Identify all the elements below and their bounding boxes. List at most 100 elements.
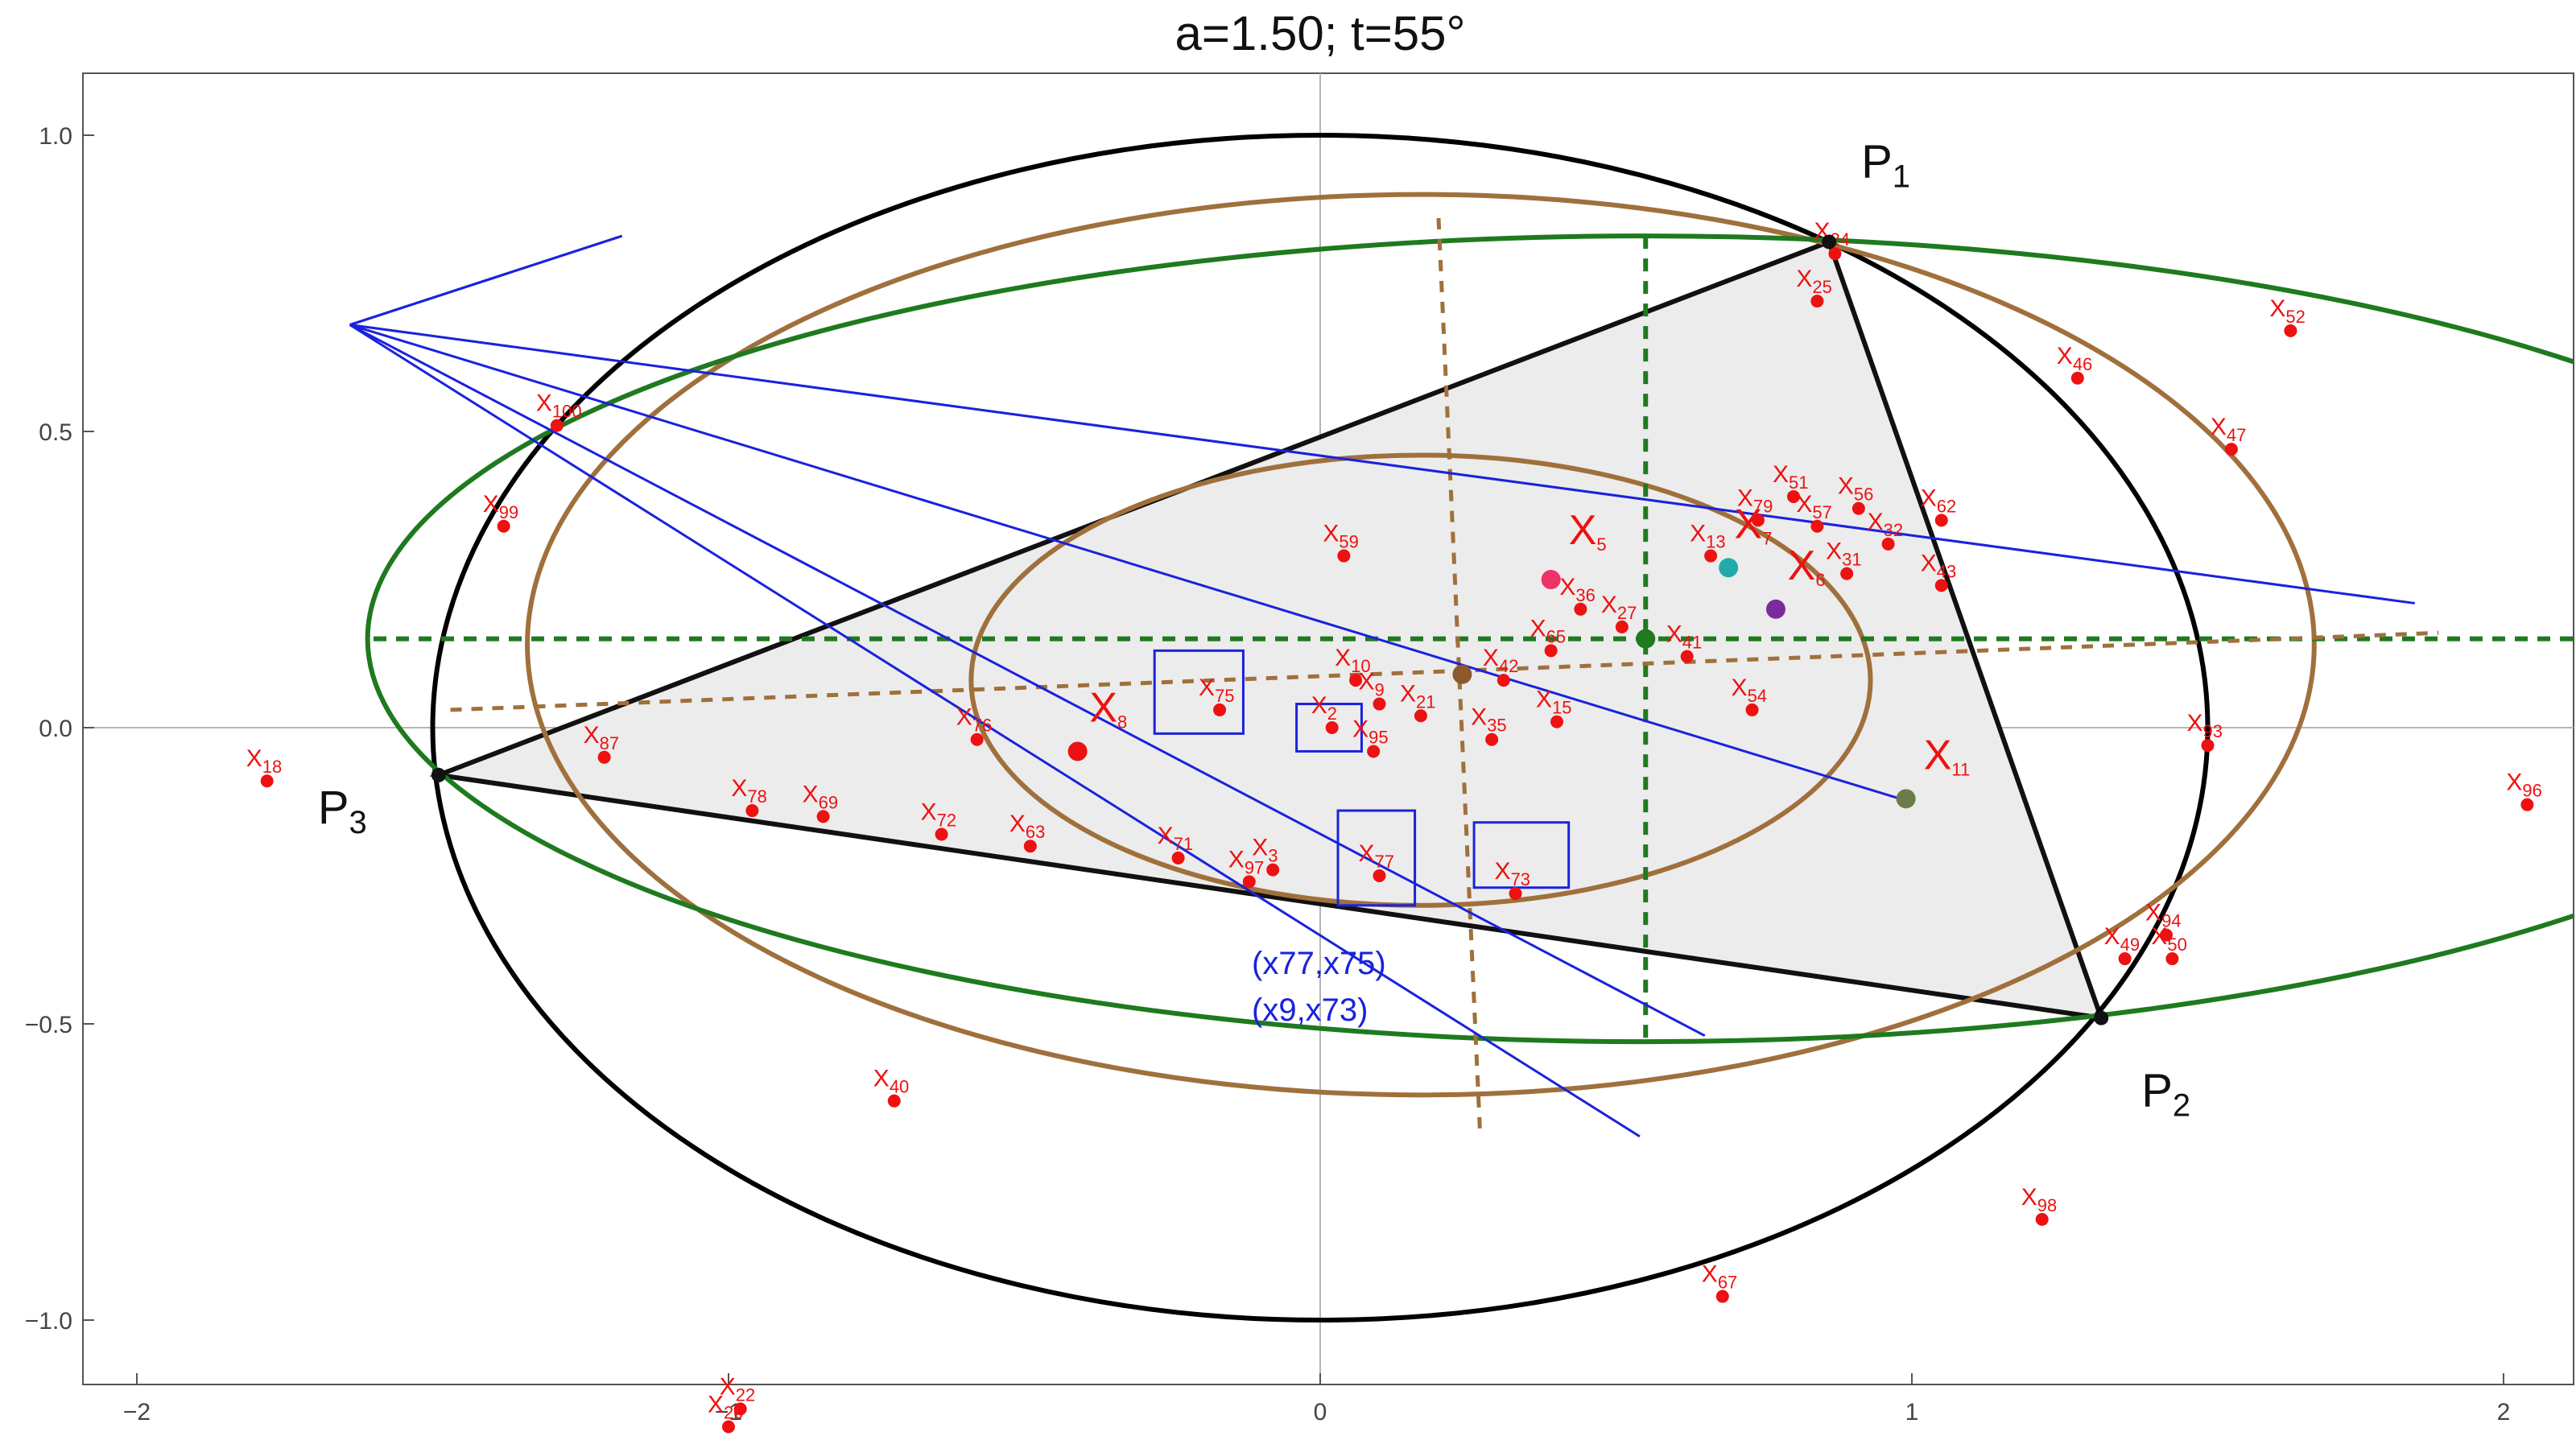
label-x31: X31 [1826, 538, 1862, 570]
label-x57: X57 [1796, 491, 1832, 522]
x-tick-label: 0 [1314, 1399, 1327, 1426]
point-x67 [1715, 1290, 1729, 1303]
label-x54: X54 [1732, 675, 1768, 706]
label-x43: X43 [1921, 550, 1957, 581]
vertex-labels: P1 P2 P3 [318, 135, 2190, 1123]
label-x69: X69 [803, 781, 839, 812]
point-x9 [1373, 697, 1386, 711]
label-x35: X35 [1471, 704, 1507, 736]
label-x3: X3 [1252, 835, 1278, 866]
y-tick-label: 0.5 [39, 419, 72, 446]
label-x18: X18 [246, 745, 283, 777]
x-axis-ticks: −2 −1 0 1 2 [123, 1373, 2510, 1426]
vertex-2 [2094, 1010, 2109, 1025]
label-x98: X98 [2021, 1184, 2058, 1215]
point-x31 [1840, 567, 1854, 580]
point-x32 [1881, 537, 1895, 551]
label-x25: X25 [1796, 266, 1832, 297]
label-x21: X21 [1400, 680, 1436, 712]
blue-line-2 [349, 324, 1901, 800]
chart-title: a=1.50; t=55° [1175, 6, 1466, 60]
label-x15: X15 [1536, 687, 1572, 718]
vertex-label-1: P1 [1861, 135, 1910, 194]
label-x73: X73 [1495, 858, 1531, 889]
conics [365, 133, 2574, 1323]
label-x65: X65 [1530, 615, 1567, 646]
box-x75 [1153, 649, 1245, 735]
point-x5 [1541, 570, 1561, 589]
point-x95 [1367, 745, 1381, 758]
label-x8: X8 [1089, 685, 1127, 732]
label-x62: X62 [1921, 485, 1957, 516]
point-x6 [1765, 599, 1785, 619]
point-x65 [1544, 644, 1558, 658]
point-x36 [1574, 602, 1587, 616]
point-x97 [1242, 875, 1256, 889]
point-x20 [722, 1420, 735, 1434]
brown-outer-ellipse [525, 192, 2317, 1098]
label-x11: X11 [1924, 732, 1971, 780]
center-marker [1452, 664, 1472, 684]
label-x7: X7 [1735, 501, 1773, 548]
point-x77 [1373, 869, 1386, 882]
annotation-x9-x73: (x9,x73) [1252, 992, 1368, 1028]
point-x50 [2165, 952, 2179, 966]
major-centers: X5 X8 X11 X7 X6 [1067, 501, 1971, 809]
point-x46 [2070, 371, 2084, 385]
plot-frame [82, 72, 2574, 1385]
label-x47: X47 [2211, 414, 2247, 445]
point-x11 [1896, 789, 1916, 809]
label-x27: X27 [1601, 592, 1637, 623]
point-x73 [1509, 887, 1522, 901]
point-x43 [1934, 579, 1948, 592]
blue-line-1 [349, 324, 2415, 605]
point-x79 [1751, 514, 1765, 527]
point-x78 [745, 804, 759, 818]
label-x63: X63 [1009, 811, 1046, 842]
point-x18 [260, 774, 274, 788]
label-x87: X87 [584, 722, 620, 753]
point-x8 [1067, 741, 1088, 761]
point-x3 [1266, 863, 1280, 877]
box-x77 [1336, 809, 1417, 907]
point-x71 [1171, 851, 1185, 864]
x-tick-label: 2 [2497, 1399, 2511, 1426]
point-x94 [2160, 928, 2174, 942]
label-x5: X5 [1569, 507, 1607, 555]
annotation-x77-x75: (x77,x75) [1252, 946, 1386, 981]
vertex-label-3: P3 [318, 782, 367, 840]
brown-major-axis [450, 630, 2439, 712]
circumellipse-ellipse [430, 133, 2211, 1323]
point-x100 [550, 419, 564, 432]
point-x93 [2201, 739, 2215, 753]
label-x56: X56 [1838, 473, 1874, 505]
vertex-label-2: P2 [2141, 1065, 2190, 1124]
label-x40: X40 [873, 1066, 910, 1097]
label-x52: X52 [2269, 295, 2306, 327]
label-x93: X93 [2187, 710, 2223, 741]
label-x49: X49 [2104, 923, 2140, 955]
label-x75: X75 [1199, 675, 1235, 706]
point-x22 [733, 1402, 747, 1416]
label-x77: X77 [1359, 840, 1395, 872]
point-x7 [1719, 558, 1739, 578]
point-x35 [1485, 732, 1499, 746]
label-x97: X97 [1228, 846, 1265, 877]
label-x79: X79 [1737, 485, 1773, 516]
point-x27 [1615, 620, 1629, 633]
y-tick-label: −0.5 [25, 1012, 72, 1038]
blue-line-4 [349, 324, 1641, 1138]
point-x49 [2118, 952, 2132, 966]
center-markers [1452, 629, 1656, 684]
label-x46: X46 [2057, 343, 2093, 374]
label-x36: X36 [1559, 574, 1596, 605]
point-x2 [1325, 721, 1339, 734]
label-x100: X100 [536, 390, 582, 422]
point-x24 [1828, 247, 1842, 261]
point-x76 [970, 732, 984, 746]
label-x99: X99 [483, 491, 519, 522]
label-x9: X9 [1359, 669, 1385, 700]
x-tick-label: −2 [123, 1399, 151, 1426]
